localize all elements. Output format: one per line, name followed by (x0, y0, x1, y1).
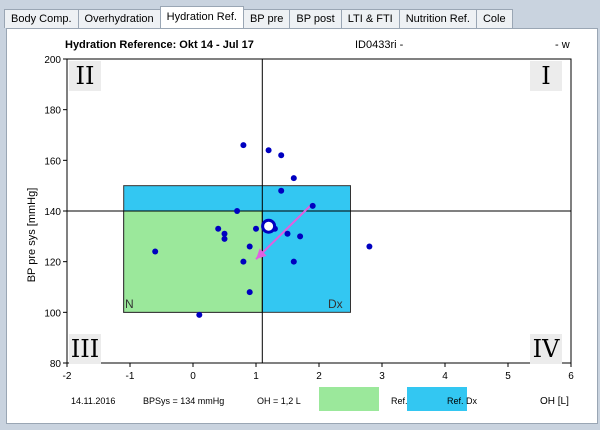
region-n (123, 210, 263, 313)
region-dx-label: Dx (328, 297, 343, 311)
trend-arrow-line (255, 202, 314, 260)
data-point (196, 311, 203, 318)
chart-title: Hydration Reference: Okt 14 - Jul 17 (65, 39, 254, 51)
patient-id: ID0433ri - (355, 39, 404, 51)
tab-nutrition-ref[interactable]: Nutrition Ref. (398, 9, 477, 28)
data-point (221, 235, 228, 242)
data-point (278, 187, 285, 194)
data-point (253, 225, 259, 232)
x-tick-label: 5 (505, 371, 511, 382)
data-point (246, 289, 253, 296)
y-tick-label: 100 (44, 308, 61, 319)
x-tick-label: 3 (379, 371, 385, 382)
tab-cole[interactable]: Cole (475, 9, 513, 28)
data-point (240, 258, 247, 265)
x-tick-label: -1 (126, 371, 135, 382)
quadrant-ii-label: II (69, 61, 101, 91)
region-n-label: N (125, 297, 134, 311)
data-point (278, 152, 285, 159)
y-tick-label: 160 (44, 156, 61, 167)
legend-swatch-dx (407, 387, 467, 411)
data-point (309, 202, 316, 209)
footer-oh: OH = 1,2 L (257, 396, 301, 406)
data-point (265, 147, 272, 154)
data-point (221, 230, 228, 237)
trend-arrow-head (256, 248, 267, 260)
current-data-point (261, 218, 277, 234)
y-tick-label: 140 (44, 207, 61, 218)
tab-overhydration[interactable]: Overhydration (77, 9, 161, 28)
x-tick-label: 0 (190, 371, 196, 382)
data-point (215, 225, 222, 232)
legend-label-dx: Ref. Dx (447, 396, 478, 406)
tab-bp-pre[interactable]: BP pre (242, 9, 291, 28)
data-point (240, 142, 247, 149)
x-tick-label: 6 (568, 371, 574, 382)
patient-gender: - w (555, 39, 570, 51)
data-point (284, 230, 291, 237)
quadrant-iv-label: IV (530, 334, 562, 364)
legend-label-n: Ref. N (391, 396, 417, 406)
data-point (290, 175, 297, 182)
y-tick-label: 200 (44, 55, 61, 66)
data-point (290, 258, 297, 265)
data-point (366, 243, 373, 250)
quadrant-i-label: I (530, 61, 562, 91)
y-tick-label: 80 (50, 359, 62, 370)
footer-date: 14.11.2016 (71, 396, 116, 406)
footer-bp: BPSys = 134 mmHg (143, 396, 225, 406)
data-point (152, 248, 159, 255)
tab-bp-post[interactable]: BP post (289, 9, 342, 28)
x-axis-unit: OH [L] (540, 396, 569, 407)
chart-panel: Hydration Reference: Okt 14 - Jul 17 ID0… (6, 28, 598, 424)
x-tick-label: 1 (253, 371, 259, 382)
legend-swatch-n (319, 387, 379, 411)
quadrant-iii-label: III (69, 334, 101, 364)
tab-hydration-ref[interactable]: Hydration Ref. (159, 6, 244, 28)
hydration-chart: -2 -1 0 1 2 3 4 5 6 80 100 120 140 160 180 200 (44, 55, 574, 382)
y-tick-label: 180 (44, 106, 61, 117)
tab-body-comp[interactable]: Body Comp. (4, 9, 79, 28)
tab-bar: Body Comp. Overhydration Hydration Ref. BP … (4, 6, 513, 28)
x-tick-label: 4 (442, 371, 448, 382)
data-point (234, 208, 241, 214)
data-point (246, 243, 253, 250)
y-tick-label: 120 (44, 258, 61, 269)
x-tick-label: 2 (316, 371, 322, 382)
data-point (297, 233, 304, 240)
tab-lti-fti[interactable]: LTI & FTI (340, 9, 400, 28)
x-tick-label: -2 (63, 371, 72, 382)
